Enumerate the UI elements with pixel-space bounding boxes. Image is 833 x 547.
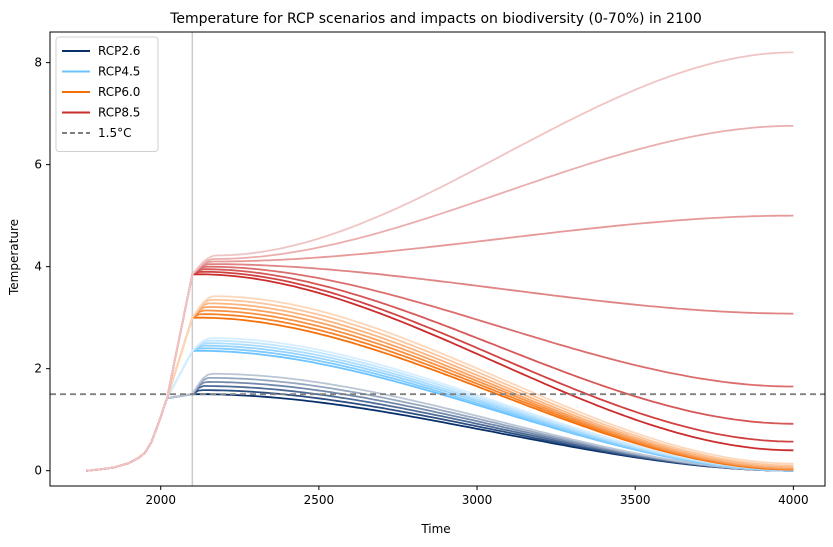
x-tick-label: 2000 [145, 493, 176, 507]
y-axis: 0 2 4 6 8 [34, 56, 50, 478]
axes-frame [49, 31, 826, 487]
x-axis: 2000 2500 3000 3500 4000 [145, 486, 809, 507]
y-tick-label: 6 [34, 158, 42, 172]
y-tick-label: 8 [34, 56, 42, 70]
legend-label: RCP8.5 [98, 106, 140, 120]
x-tick-label: 4000 [778, 493, 809, 507]
legend: RCP2.6 RCP4.5 RCP6.0 RCP8.5 1.5°C [55, 36, 159, 152]
x-tick-label: 3000 [462, 493, 493, 507]
plot-area [49, 31, 826, 487]
y-tick-label: 4 [34, 260, 42, 274]
chart-title: Temperature for RCP scenarios and impact… [169, 11, 702, 27]
legend-label: RCP2.6 [98, 44, 140, 58]
y-tick-label: 2 [34, 362, 42, 376]
legend-box [55, 36, 159, 152]
legend-label: 1.5°C [98, 126, 131, 140]
x-tick-label: 2500 [304, 493, 335, 507]
series-line [86, 51, 794, 472]
x-axis-label: Time [420, 522, 450, 536]
y-axis-label: Temperature [7, 219, 21, 296]
legend-label: RCP6.0 [98, 85, 140, 99]
y-tick-label: 0 [34, 464, 42, 478]
legend-label: RCP4.5 [98, 65, 140, 79]
x-tick-label: 3500 [620, 493, 651, 507]
